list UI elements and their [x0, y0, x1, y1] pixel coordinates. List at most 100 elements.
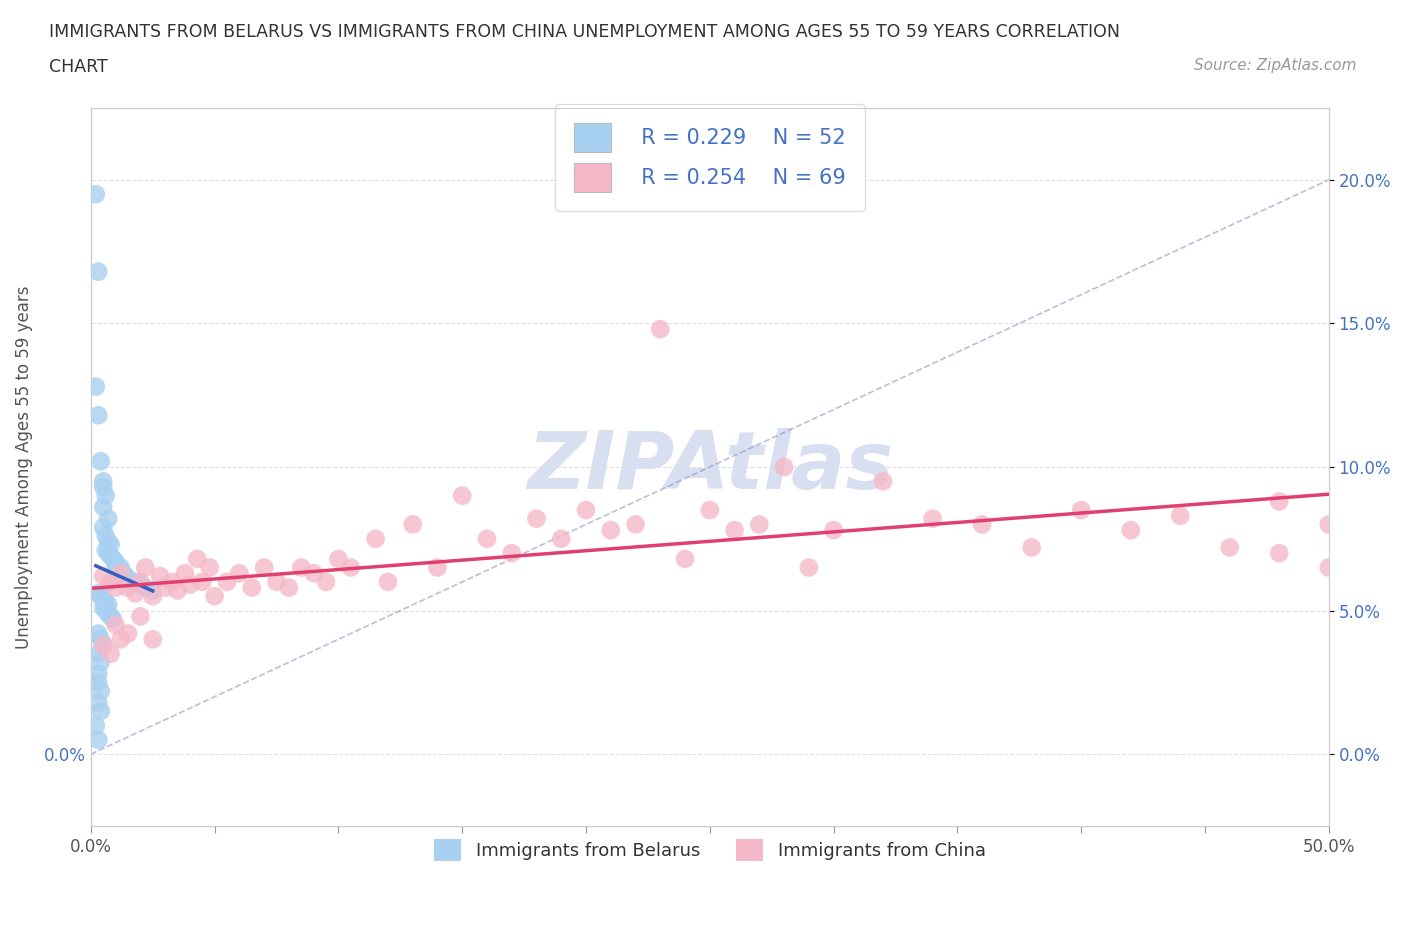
Point [87, 626, 110, 641]
Point [823, 523, 845, 538]
Point [90, 655, 112, 670]
Point [124, 575, 146, 590]
Point [302, 565, 325, 580]
Point [117, 580, 139, 595]
Point [124, 586, 146, 601]
Point [204, 589, 226, 604]
Point [94, 594, 117, 609]
Point [84, 718, 107, 733]
Point [90, 631, 112, 646]
Point [94, 604, 117, 618]
Point [84, 187, 107, 202]
Point [129, 609, 152, 624]
Point [91, 591, 114, 606]
Point [972, 517, 994, 532]
Point [97, 512, 120, 526]
Point [142, 631, 165, 646]
Point [624, 517, 647, 532]
Point [650, 322, 672, 337]
Point [87, 408, 110, 423]
Point [94, 488, 117, 503]
Point [1317, 560, 1340, 575]
Point [191, 575, 214, 590]
Point [87, 732, 110, 747]
Point [90, 684, 112, 698]
Point [599, 523, 621, 538]
Point [215, 575, 238, 590]
Point [91, 499, 114, 514]
Point [100, 575, 122, 590]
Point [90, 454, 112, 469]
Point [91, 638, 114, 653]
Point [117, 626, 139, 641]
Point [921, 512, 943, 526]
Point [340, 560, 363, 575]
Point [1070, 502, 1092, 517]
Point [748, 517, 770, 532]
Point [364, 531, 387, 546]
Point [426, 560, 449, 575]
Point [179, 578, 201, 592]
Point [699, 502, 721, 517]
Point [1119, 523, 1142, 538]
Point [114, 568, 136, 583]
Point [97, 597, 120, 612]
Point [872, 474, 894, 489]
Point [84, 379, 107, 394]
Point [101, 612, 124, 627]
Point [91, 520, 114, 535]
Point [475, 531, 498, 546]
Point [120, 575, 142, 590]
Point [87, 264, 110, 279]
Point [97, 606, 120, 621]
Point [673, 551, 696, 566]
Point [153, 580, 176, 595]
Point [315, 575, 337, 590]
Point [104, 618, 127, 632]
Point [1168, 509, 1191, 524]
Point [94, 543, 117, 558]
Point [91, 480, 114, 495]
Point [402, 517, 425, 532]
Point [228, 565, 250, 580]
Point [94, 528, 117, 543]
Y-axis label: Unemployment Among Ages 55 to 59 years: Unemployment Among Ages 55 to 59 years [15, 286, 32, 649]
Point [87, 646, 110, 661]
Point [91, 474, 114, 489]
Point [104, 557, 127, 572]
Point [198, 560, 221, 575]
Point [142, 589, 165, 604]
Point [110, 560, 132, 575]
Point [110, 565, 132, 580]
Point [451, 488, 474, 503]
Point [773, 459, 796, 474]
Point [129, 578, 152, 592]
Point [134, 580, 156, 595]
Point [1219, 540, 1241, 555]
Point [1268, 546, 1291, 561]
Point [129, 575, 152, 590]
Point [253, 560, 276, 575]
Text: Source: ZipAtlas.com: Source: ZipAtlas.com [1194, 58, 1357, 73]
Point [550, 531, 572, 546]
Point [501, 546, 523, 561]
Point [90, 704, 112, 719]
Point [134, 560, 156, 575]
Point [100, 538, 122, 552]
Point [526, 512, 548, 526]
Point [100, 609, 122, 624]
Point [328, 551, 350, 566]
Point [110, 631, 132, 646]
Point [104, 580, 127, 595]
Point [142, 583, 165, 598]
Point [87, 666, 110, 681]
Point [797, 560, 820, 575]
Point [101, 551, 124, 566]
Point [149, 568, 172, 583]
Point [91, 568, 114, 583]
Point [174, 565, 197, 580]
Point [266, 575, 288, 590]
Point [1317, 517, 1340, 532]
Text: ZIPAtlas: ZIPAtlas [527, 428, 893, 506]
Point [91, 600, 114, 615]
